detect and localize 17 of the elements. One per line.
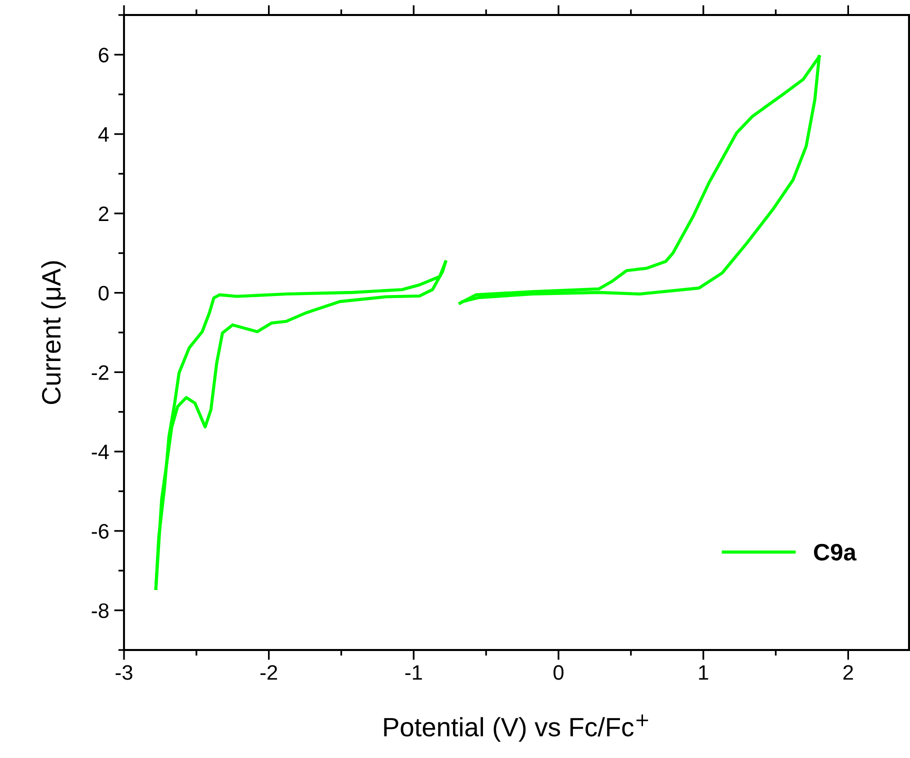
x-axis-title: Potential (V) vs Fc/Fc$^{+}$ bbox=[384, 714, 648, 742]
x-tick-label: -3 bbox=[116, 665, 132, 680]
y-tick-label: -6 bbox=[92, 524, 109, 539]
x-tick-label: 2 bbox=[843, 665, 853, 680]
legend-label: C9a bbox=[814, 544, 856, 561]
x-tick-label: -1 bbox=[405, 665, 422, 680]
x-tick-label: 0 bbox=[554, 665, 564, 680]
y-tick-label: -4 bbox=[92, 444, 109, 460]
y-tick-label: -2 bbox=[92, 365, 108, 380]
y-tick-label: 4 bbox=[98, 127, 109, 142]
y-tick-label: 6 bbox=[98, 48, 108, 62]
y-axis-title: Current (μA) bbox=[41, 261, 66, 404]
y-tick-label: 0 bbox=[98, 286, 109, 301]
y-tick-label: -8 bbox=[92, 603, 109, 618]
y-tick-label: 2 bbox=[98, 206, 108, 221]
x-tick-label: -2 bbox=[260, 665, 278, 680]
x-tick-label: 1 bbox=[699, 665, 708, 680]
